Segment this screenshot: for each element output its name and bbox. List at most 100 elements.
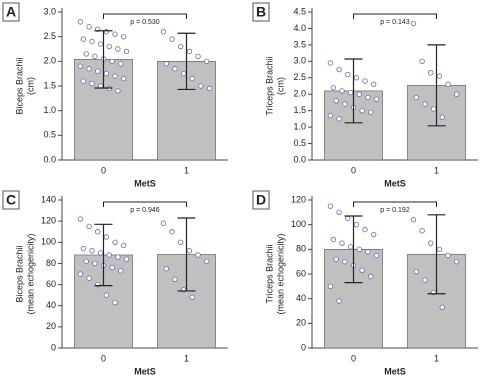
data-point — [92, 260, 98, 267]
y-tick-label: 2.0 — [293, 89, 306, 99]
data-point — [112, 239, 118, 245]
data-point — [359, 267, 365, 273]
data-point — [353, 221, 360, 228]
data-point — [203, 258, 210, 265]
data-point — [359, 107, 365, 114]
data-point — [330, 84, 337, 91]
data-point — [169, 36, 175, 42]
x-axis-label: MetS — [134, 366, 156, 376]
p-value: p = 0.143 — [380, 19, 409, 26]
y-tick-label: 0.0 — [43, 154, 56, 164]
y-tick-label: 3.0 — [293, 56, 306, 66]
data-point — [356, 91, 362, 97]
data-point — [92, 53, 98, 60]
data-point — [362, 78, 368, 84]
data-point — [160, 29, 167, 35]
data-point — [445, 81, 451, 88]
data-point — [373, 96, 380, 102]
data-point — [178, 43, 184, 50]
y-axis-label: Triceps Brachii — [264, 244, 274, 303]
panel-label-box — [2, 190, 20, 210]
data-point — [368, 109, 374, 116]
data-point — [89, 248, 95, 254]
data-point — [186, 248, 193, 254]
y-tick-label: 100 — [41, 237, 56, 247]
data-point — [336, 209, 342, 216]
data-point — [118, 268, 124, 274]
data-point — [453, 258, 460, 265]
data-point — [103, 70, 110, 77]
significance-bracket — [103, 201, 187, 207]
data-point — [77, 271, 84, 277]
data-point — [123, 256, 130, 262]
data-point — [327, 203, 334, 209]
p-value: p = 0.946 — [130, 207, 159, 214]
x-tick-label: 0 — [351, 353, 356, 363]
data-point — [180, 70, 187, 77]
y-tick-label: 40 — [46, 300, 56, 310]
data-point — [345, 71, 351, 78]
y-tick-label: 120 — [291, 194, 306, 204]
data-point — [342, 258, 348, 265]
data-point — [160, 220, 167, 226]
x-axis-label: MetS — [134, 178, 156, 188]
data-point — [109, 58, 115, 65]
data-point — [112, 73, 118, 79]
data-point — [373, 252, 380, 259]
data-point — [120, 75, 127, 82]
data-point — [419, 58, 425, 65]
data-point — [353, 75, 360, 81]
data-point — [365, 249, 371, 255]
data-point — [115, 88, 121, 94]
panel-label: B — [256, 4, 266, 20]
data-point — [169, 229, 175, 235]
data-point — [97, 41, 104, 47]
data-point — [178, 239, 184, 245]
data-point — [77, 19, 84, 25]
data-point — [103, 292, 110, 298]
data-point — [115, 254, 121, 260]
y-tick-label: 60 — [296, 268, 306, 278]
data-point — [370, 81, 377, 88]
y-axis-label: (mean echogenicity) — [25, 233, 35, 314]
p-value: p = 0.192 — [380, 207, 409, 214]
data-point — [370, 231, 377, 238]
data-point — [336, 66, 342, 73]
data-point — [103, 234, 110, 240]
y-tick-label: 2.5 — [293, 72, 306, 82]
y-axis-label: Triceps Brachii — [264, 56, 274, 115]
data-point — [103, 29, 110, 35]
y-tick-label: 3.0 — [43, 6, 56, 16]
panel-label-box — [252, 2, 270, 22]
y-tick-label: 4.5 — [293, 6, 306, 16]
y-axis-label: Biceps Brachii — [14, 245, 24, 302]
data-point — [80, 245, 87, 252]
y-tick-label: 1.0 — [43, 105, 56, 115]
data-point — [436, 246, 443, 253]
data-point — [327, 283, 334, 290]
data-point — [172, 66, 178, 72]
data-point — [77, 216, 84, 222]
x-tick-label: 1 — [434, 353, 439, 363]
y-axis-label: (mean echogenicity) — [275, 233, 285, 314]
y-tick-label: 3.5 — [293, 39, 306, 49]
data-point — [439, 114, 445, 120]
data-point — [333, 98, 339, 104]
x-axis-label: MetS — [384, 366, 406, 376]
x-axis-label: MetS — [384, 178, 406, 188]
data-point — [172, 276, 178, 282]
panel-label: D — [256, 192, 266, 208]
y-tick-label: 100 — [291, 219, 306, 229]
data-point — [339, 240, 345, 246]
data-point — [413, 268, 420, 275]
data-point — [336, 298, 342, 304]
data-point — [342, 101, 348, 107]
error-bar — [427, 44, 446, 127]
y-axis-label: Biceps Brachii — [14, 57, 24, 114]
p-value: p = 0.530 — [130, 19, 159, 26]
panel-label-box — [2, 2, 20, 22]
error-bar — [177, 32, 196, 91]
data-point — [198, 83, 204, 89]
significance-bracket — [353, 13, 437, 19]
